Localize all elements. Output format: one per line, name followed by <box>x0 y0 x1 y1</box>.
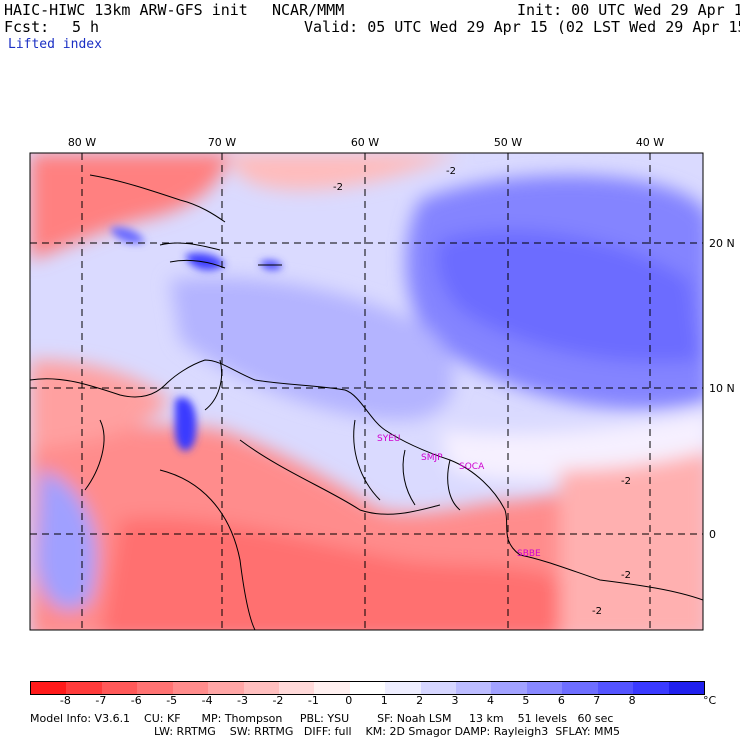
model-info-line-2: LW: RRTMG SW: RRTMG DIFF: full KM: 2D Sm… <box>154 725 620 738</box>
colorbar-tick-label: 3 <box>451 694 459 707</box>
contour-labels: -2 -2 -2 -2 -2 <box>333 166 631 617</box>
lon-label-40w: 40 W <box>636 136 664 149</box>
valid-time: Valid: 05 UTC Wed 29 Apr 15 (02 LST Wed … <box>304 18 740 36</box>
colorbar-swatch <box>668 682 705 694</box>
init-time: Init: 00 UTC Wed 29 Apr 15 <box>517 1 740 19</box>
map-frame <box>29 152 704 631</box>
colorbar-tick-label: 4 <box>486 694 494 707</box>
colorbar-swatch <box>526 682 563 694</box>
station-label-sbbe: SBBE <box>517 549 541 559</box>
colorbar-swatch <box>172 682 209 694</box>
lon-label-60w: 60 W <box>351 136 379 149</box>
coastlines <box>30 174 703 630</box>
colorbar-tick-label: -6 <box>130 694 142 707</box>
colorbar-swatch <box>456 682 492 694</box>
colorbar-swatch <box>491 682 527 694</box>
latitude-labels: 20 N 10 N 0 <box>709 237 735 541</box>
lon-label-80w: 80 W <box>68 136 96 149</box>
colorbar-swatch <box>420 682 457 694</box>
colorbar-swatch <box>349 682 386 694</box>
colorbar-swatch <box>137 682 173 694</box>
lon-label-70w: 70 W <box>208 136 236 149</box>
colorbar-swatch <box>31 682 67 694</box>
colorbar-swatch <box>633 682 669 694</box>
colorbar-tick-label: -1 <box>307 694 319 707</box>
colorbar-swatch <box>101 682 138 694</box>
model-title: HAIC-HIWC 13km ARW-GFS init <box>4 1 248 19</box>
longitude-labels: 80 W 70 W 60 W 50 W 40 W <box>68 136 664 149</box>
colorbar-swatch <box>208 682 244 694</box>
contour-label: -2 <box>621 570 631 581</box>
colorbar-tick-label: -7 <box>95 694 107 707</box>
model-info-line-1: Model Info: V3.6.1 CU: KF MP: Thompson P… <box>30 712 614 725</box>
colorbar-tick-label: -4 <box>201 694 213 707</box>
colorbar-swatch <box>597 682 634 694</box>
station-label-soca: SOCA <box>459 462 485 472</box>
colorbar-tick-label: -3 <box>237 694 248 707</box>
colorbar-tick-label: 8 <box>628 694 636 707</box>
colorbar-tick-label: -2 <box>272 694 284 707</box>
colorbar-swatch <box>278 682 315 694</box>
lon-label-50w: 50 W <box>494 136 522 149</box>
contour-label: -2 <box>446 166 456 177</box>
colorbar-tick-label: 1 <box>380 694 388 707</box>
colorbar-tick-label: 2 <box>416 694 424 707</box>
station-label-smjp: SMJP <box>421 453 443 463</box>
colorbar-swatch <box>66 682 102 694</box>
colorbar-tick-label: -5 <box>166 694 178 707</box>
lat-label-20n: 20 N <box>709 237 735 250</box>
field-name: Lifted index <box>8 37 102 52</box>
colorbar-swatch <box>562 682 598 694</box>
forecast-hours: 5 h <box>72 18 100 36</box>
colorbar-tick-label: -8 <box>59 694 71 707</box>
station-labels: SYEU SMJP SOCA SBBE <box>377 434 541 559</box>
lat-lon-grid <box>30 153 703 630</box>
lat-label-10n: 10 N <box>709 382 735 395</box>
colorbar-tick-label: 7 <box>593 694 601 707</box>
contour-label: -2 <box>333 182 343 193</box>
colorbar <box>30 681 705 695</box>
organization-label: NCAR/MMM <box>272 1 345 19</box>
forecast-label: Fcst: <box>4 18 50 36</box>
lat-label-0: 0 <box>709 528 716 541</box>
colorbar-tick-label: 5 <box>522 694 530 707</box>
contour-label: -2 <box>592 606 602 617</box>
contour-label: -2 <box>621 476 631 487</box>
station-label-syeu: SYEU <box>377 434 400 444</box>
colorbar-swatch <box>314 682 350 694</box>
colorbar-swatch <box>385 682 421 694</box>
map-field <box>30 153 703 630</box>
colorbar-tick-label: 0 <box>345 694 353 707</box>
colorbar-unit: °C <box>703 694 717 707</box>
colorbar-tick-label: 6 <box>557 694 565 707</box>
colorbar-swatch <box>243 682 279 694</box>
